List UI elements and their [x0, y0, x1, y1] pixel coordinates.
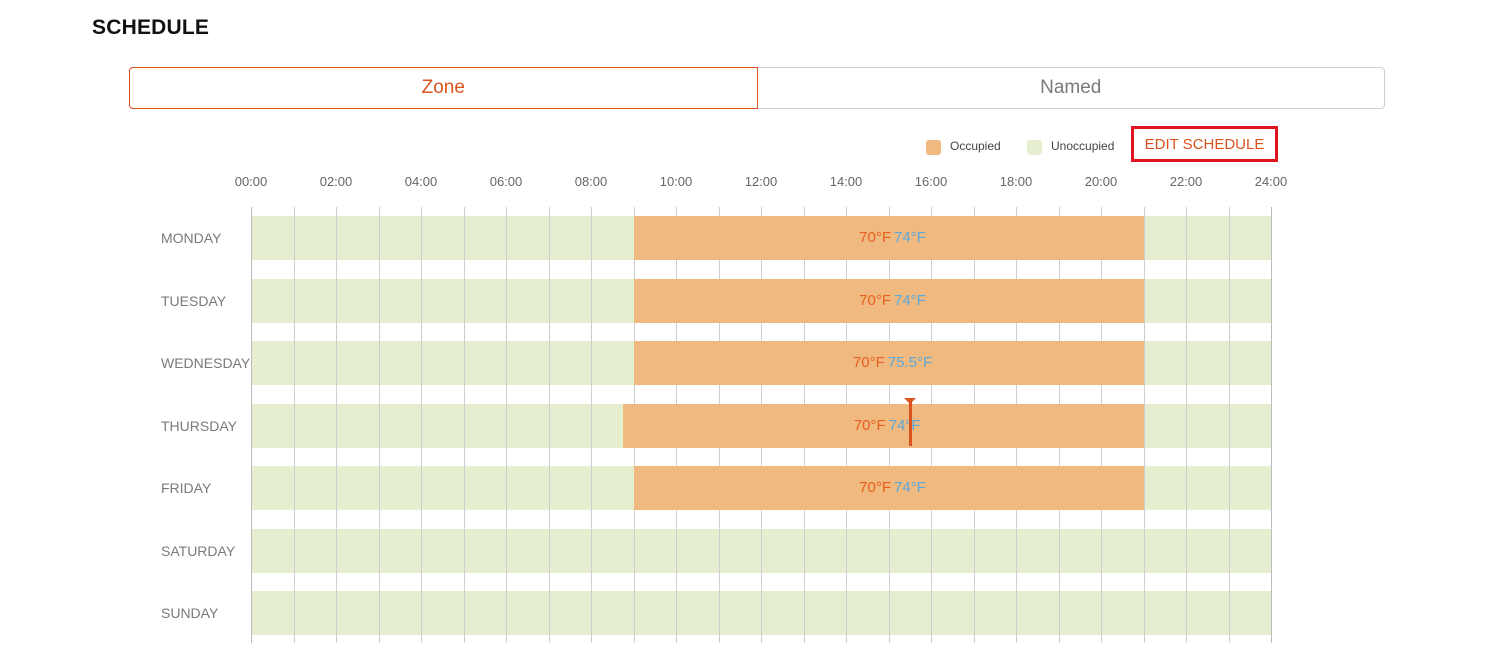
heat-setpoint: 70°F — [852, 354, 885, 371]
time-tick-label: 06:00 — [489, 174, 523, 189]
time-tick-label: 00:00 — [234, 174, 268, 189]
occupied-block-friday[interactable] — [633, 466, 1144, 510]
hour-gridline — [379, 207, 380, 643]
hour-gridline — [1186, 207, 1187, 643]
legend-occupied-label: Occupied — [950, 139, 1001, 153]
time-tick-label: 10:00 — [659, 174, 693, 189]
hour-gridline — [464, 207, 465, 643]
occupied-block-wednesday[interactable] — [633, 341, 1144, 385]
cool-setpoint: 74°F — [894, 479, 926, 496]
day-label-thursday: THURSDAY — [161, 417, 237, 434]
tab-zone[interactable]: Zone — [129, 67, 758, 109]
hour-gridline — [421, 207, 422, 643]
heat-setpoint: 70°F — [859, 229, 891, 246]
occupied-swatch — [926, 139, 941, 155]
time-tick-label: 22:00 — [1169, 174, 1203, 189]
legend-unoccupied-label: Unoccupied — [1051, 139, 1115, 153]
setpoint-temps: 70°F 74°F — [859, 466, 926, 510]
hour-gridline — [251, 207, 252, 643]
time-tick-label: 12:00 — [744, 174, 778, 189]
hour-gridline — [1271, 207, 1272, 643]
hour-gridline — [549, 207, 550, 643]
heat-setpoint: 70°F — [859, 291, 891, 309]
setpoint-temps: 70°F 75.5°F — [853, 341, 932, 385]
hour-gridline — [1144, 207, 1145, 643]
occupied-block-tuesday[interactable] — [633, 278, 1144, 323]
occupied-block-monday[interactable] — [633, 216, 1144, 260]
day-label-sunday: SUNDAY — [161, 605, 219, 621]
setpoint-temps: 70°F 74°F — [859, 279, 926, 323]
legend-unoccupied: Unoccupied — [1027, 128, 1114, 164]
day-label-monday: MONDAY — [161, 230, 222, 246]
legend-occupied: Occupied — [926, 128, 1001, 164]
hour-gridline — [1229, 207, 1230, 643]
cool-setpoint: 74°F — [888, 416, 921, 434]
schedule-tabs: Zone Named — [129, 67, 1385, 109]
heat-setpoint: 70°F — [853, 416, 886, 434]
hour-gridline — [294, 207, 295, 643]
day-label-wednesday: WEDNESDAY — [161, 355, 251, 371]
time-tick-label: 20:00 — [1084, 174, 1118, 189]
hour-gridline — [506, 207, 507, 643]
current-time-cap — [903, 397, 916, 404]
time-tick-label: 14:00 — [829, 174, 863, 189]
current-time-line — [908, 399, 912, 446]
time-tick-label: 08:00 — [574, 174, 608, 189]
day-label-friday: FRIDAY — [161, 480, 212, 496]
time-tick-label: 18:00 — [999, 174, 1033, 189]
time-tick-label: 24:00 — [1254, 174, 1288, 189]
time-tick-label: 16:00 — [914, 174, 948, 189]
day-label-saturday: SATURDAY — [161, 542, 236, 559]
page-title: SCHEDULE — [92, 16, 210, 39]
occupied-block-thursday[interactable] — [622, 403, 1144, 448]
day-label-tuesday: TUESDAY — [161, 292, 227, 309]
hour-gridline — [336, 207, 337, 643]
setpoint-temps: 70°F 74°F — [854, 404, 921, 448]
time-tick-label: 04:00 — [404, 174, 438, 189]
time-tick-label: 02:00 — [319, 174, 353, 189]
edit-schedule-button[interactable]: EDIT SCHEDULE — [1131, 126, 1278, 162]
cool-setpoint: 75.5°F — [887, 354, 933, 371]
setpoint-temps: 70°F 74°F — [859, 216, 926, 260]
cool-setpoint: 74°F — [894, 229, 926, 246]
heat-setpoint: 70°F — [859, 479, 891, 496]
tab-named[interactable]: Named — [757, 67, 1385, 109]
unoccupied-swatch — [1027, 139, 1042, 155]
cool-setpoint: 74°F — [894, 291, 926, 309]
hour-gridline — [591, 207, 592, 643]
